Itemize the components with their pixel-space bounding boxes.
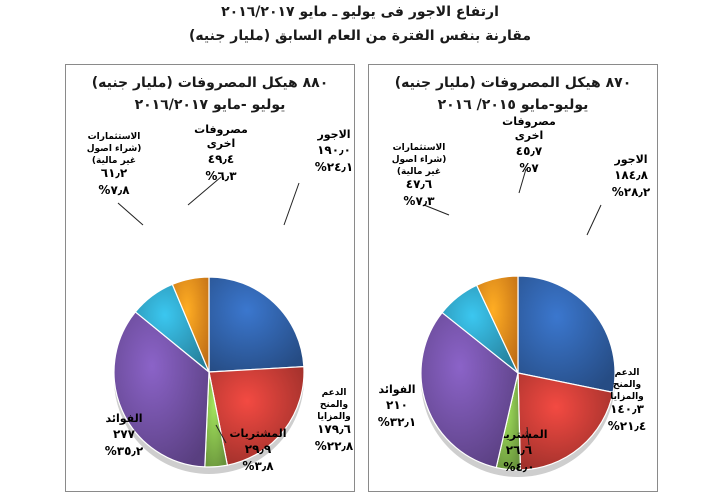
pie-slice-other-expenses: [171, 276, 210, 373]
slice-category-label: والمزايا: [610, 392, 644, 402]
slice-amount-label: ١٩٠٫٠: [317, 143, 351, 157]
slice-amount-label: ٤٩٫٤: [208, 152, 234, 166]
leader-line-wages: [283, 182, 300, 226]
slice-percent-label: %٣٫٨: [242, 459, 274, 473]
leader-line-wages: [586, 204, 602, 236]
slice-amount-label: ١٤٠٫٣: [610, 402, 644, 416]
slice-label-wages: الاجور ١٩٠٫٠ %٢٤٫١: [315, 128, 354, 174]
slice-category-label: الاستثمارات: [88, 132, 141, 142]
slice-percent-label: %٧٫٨: [98, 183, 130, 197]
slice-amount-label: ٢٦٫٦: [506, 443, 532, 457]
slice-amount-label: ١٧٩٫٦: [317, 422, 351, 436]
slice-percent-label: %٢٨٫٢: [612, 185, 651, 199]
slice-percent-label: %٤٫٠: [503, 460, 534, 474]
slice-category-label: الفوائد: [106, 412, 143, 425]
chart-title: ٨٧٠ هيكل المصروفات (مليار جنيه): [394, 75, 632, 91]
slice-category-label: غير مالية): [397, 167, 441, 177]
header-title: ارتفاع الاجور فى يوليو ـ مايو ٢٠١٦/٢٠١٧: [221, 4, 499, 20]
slice-label-interest: الفوائد ٢٧٧ %٣٥٫٢: [105, 412, 144, 458]
slice-label-investments: الاستثمارات (شراء اصول غير مالية)٤٧٫٦ %٧٫٣: [392, 143, 447, 208]
slice-amount-label: ٢٩٫٩: [245, 442, 272, 456]
slice-category-label: والمنح: [320, 400, 348, 410]
slice-percent-label: %٣٥٫٢: [105, 444, 144, 458]
slice-percent-label: %٢٤٫١: [315, 160, 354, 174]
slice-category-label: (شراء اصول: [392, 155, 447, 165]
pie-slice-interest: [420, 311, 519, 469]
slice-category-label: والمزايا: [317, 412, 351, 422]
slice-amount-label: ٢١٠: [386, 398, 408, 412]
slice-percent-label: %٣٢٫١: [378, 415, 417, 429]
slice-percent-label: %٧٫٣: [403, 194, 435, 208]
slice-label-investments: الاستثمارات (شراء اصول غير مالية)٦١٫٢ %٧٫٨: [87, 132, 142, 197]
pie-chart-2016-2017: الاجور ١٩٠٫٠ %٢٤٫١ الدعم والمنح والمزايا١٧٩٫٦…: [87, 123, 354, 474]
slice-category-label: الاجور: [613, 153, 647, 166]
slice-percent-label: %٧: [519, 161, 539, 175]
slice-category-label: غير مالية): [92, 156, 136, 166]
leader-line-purchases: [526, 426, 530, 446]
slice-category-label: اخرى: [207, 137, 236, 150]
pie-slice-wages: [208, 276, 305, 373]
pie-chart-2015-2016: الاجور ١٨٤٫٨ %٢٨٫٢ الدعم والمنح والمزايا١٤٠٫٣…: [378, 115, 651, 477]
leader-line-investments: [117, 202, 144, 226]
chart-panel-2016-2017: ٨٨٠ هيكل المصروفات (مليار جنيه) يوليو -م…: [65, 64, 355, 492]
slice-label-purchases: المشتريات ٢٩٫٩ %٣٫٨: [229, 427, 286, 473]
slice-category-label: الاستثمارات: [393, 143, 446, 153]
slice-category-label: (شراء اصول: [87, 144, 142, 154]
slice-category-label: اخرى: [515, 129, 544, 142]
header-subtitle: مقارنة بنفس الفترة من العام السابق (مليا…: [189, 28, 531, 44]
slice-label-interest: الفوائد ٢١٠ %٣٢٫١: [378, 383, 417, 429]
pie-slice-wages: [517, 275, 616, 394]
leader-line-other-expenses: [518, 168, 527, 194]
slice-category-label: الدعم: [322, 388, 347, 398]
pie-slice-subsidies: [517, 372, 614, 471]
slice-amount-label: ٢٧٧: [113, 427, 136, 441]
slice-amount-label: ٤٧٫٦: [406, 177, 432, 191]
slice-category-label: المشتريات: [229, 427, 286, 440]
pie-slice-interest: [113, 311, 210, 468]
slice-amount-label: ١٨٤٫٨: [614, 168, 648, 182]
slice-category-label: الاجور: [316, 128, 350, 141]
pie-slice-other-expenses: [475, 275, 519, 374]
slice-category-label: الدعم: [615, 368, 640, 378]
slice-category-label: مصروفات: [194, 123, 248, 136]
chart-title: ٨٨٠ هيكل المصروفات (مليار جنيه): [91, 75, 329, 91]
chart-panel-2015-2016: ٨٧٠ هيكل المصروفات (مليار جنيه) يوليو-ما…: [368, 64, 658, 492]
slice-category-label: مصروفات: [502, 115, 556, 128]
chart-subtitle: يوليو -مايو ٢٠١٦/٢٠١٧: [134, 97, 286, 113]
slice-category-label: والمنح: [613, 380, 641, 390]
slice-label-wages: الاجور ١٨٤٫٨ %٢٨٫٢: [612, 153, 651, 199]
slice-percent-label: %٢١٫٤: [608, 419, 647, 433]
slice-percent-label: %٦٫٣: [205, 169, 237, 183]
slice-category-label: الفوائد: [379, 383, 416, 396]
slice-amount-label: ٦١٫٢: [101, 166, 128, 180]
leader-line-purchases: [215, 424, 227, 444]
slice-amount-label: ٤٥٫٧: [516, 144, 543, 158]
chart-subtitle: يوليو-مايو ٢٠١٥/ ٢٠١٦: [437, 97, 589, 113]
leader-line-investments: [423, 204, 450, 216]
slice-percent-label: %٢٢٫٨: [315, 439, 354, 453]
leader-line-other-expenses: [187, 176, 222, 206]
pie-slice-subsidies: [208, 365, 305, 466]
